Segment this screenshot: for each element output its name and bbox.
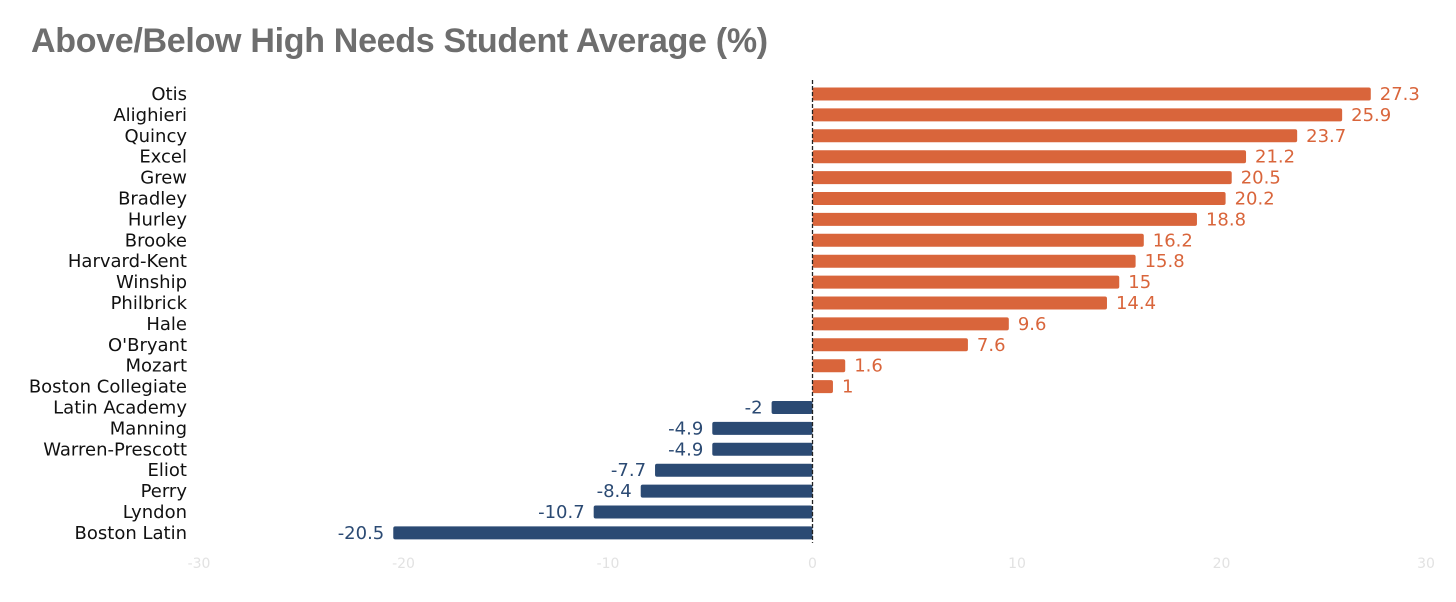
bar: [812, 87, 1371, 101]
bar: [812, 233, 1144, 247]
bar: [812, 171, 1232, 185]
category-label: Eliot: [148, 460, 187, 481]
data-label: 27.3: [1380, 84, 1420, 105]
category-label: Boston Collegiate: [29, 377, 187, 398]
category-label: Lyndon: [123, 502, 187, 523]
category-label: Manning: [110, 418, 187, 439]
bar: [393, 526, 813, 540]
data-label: -8.4: [597, 481, 632, 502]
data-label: -20.5: [338, 523, 385, 544]
bar: [812, 338, 968, 352]
x-tick-label: 0: [808, 556, 817, 572]
x-tick-label: 30: [1417, 556, 1435, 572]
chart-title: Above/Below High Needs Student Average (…: [31, 22, 768, 60]
data-label: 21.2: [1255, 147, 1295, 168]
category-label: Philbrick: [111, 293, 188, 314]
bar: [812, 254, 1136, 268]
category-label: Bradley: [118, 189, 187, 210]
bar: [812, 359, 846, 373]
category-label: Hurley: [128, 209, 187, 230]
bar: [771, 401, 813, 414]
data-label: -4.9: [668, 439, 703, 460]
bar: [593, 505, 813, 519]
data-label: -10.7: [538, 502, 585, 523]
category-label: Hale: [146, 314, 187, 335]
bar: [812, 275, 1120, 289]
category-label: Excel: [139, 147, 187, 168]
x-tick-label: 10: [1008, 556, 1026, 572]
data-label: 16.2: [1153, 230, 1193, 251]
x-tick-label: -10: [597, 556, 620, 572]
data-label: -7.7: [611, 460, 646, 481]
data-label: 25.9: [1351, 105, 1391, 126]
data-label: 15: [1128, 272, 1151, 293]
x-tick-label: -20: [392, 556, 415, 572]
bar: [640, 484, 813, 498]
data-label: 20.5: [1241, 168, 1281, 189]
data-label: 18.8: [1206, 209, 1246, 230]
category-label: Brooke: [125, 230, 187, 251]
data-label: 1.6: [854, 356, 883, 377]
data-label: -4.9: [668, 418, 703, 439]
bar: [655, 463, 813, 477]
x-tick-label: 20: [1213, 556, 1231, 572]
bar: [812, 129, 1298, 143]
category-label: Boston Latin: [75, 523, 187, 544]
bar: [812, 108, 1343, 122]
category-label: Winship: [116, 272, 187, 293]
bar: [812, 380, 833, 394]
data-label: 23.7: [1306, 126, 1346, 147]
data-label: 14.4: [1116, 293, 1156, 314]
data-label: 15.8: [1145, 251, 1185, 272]
data-label: -2: [745, 398, 763, 419]
category-label: Quincy: [124, 126, 187, 147]
bar: [812, 150, 1247, 164]
data-label: 20.2: [1235, 189, 1275, 210]
bar: [812, 296, 1107, 310]
category-label: Latin Academy: [53, 398, 187, 419]
category-label: Grew: [140, 168, 187, 189]
bar: [712, 442, 813, 456]
category-label: O'Bryant: [108, 335, 187, 356]
data-label: 7.6: [977, 335, 1006, 356]
data-label: 1: [842, 377, 853, 398]
category-label: Warren-Prescott: [43, 439, 187, 460]
category-label: Otis: [151, 84, 187, 105]
category-label: Harvard-Kent: [68, 251, 187, 272]
data-label: 9.6: [1018, 314, 1047, 335]
category-label: Alighieri: [113, 105, 187, 126]
bar: [812, 317, 1009, 331]
bar: [812, 192, 1226, 205]
x-tick-label: -30: [188, 556, 211, 572]
category-label: Perry: [141, 481, 188, 502]
category-label: Mozart: [126, 356, 187, 377]
bar: [812, 212, 1197, 226]
bar: [712, 421, 813, 435]
